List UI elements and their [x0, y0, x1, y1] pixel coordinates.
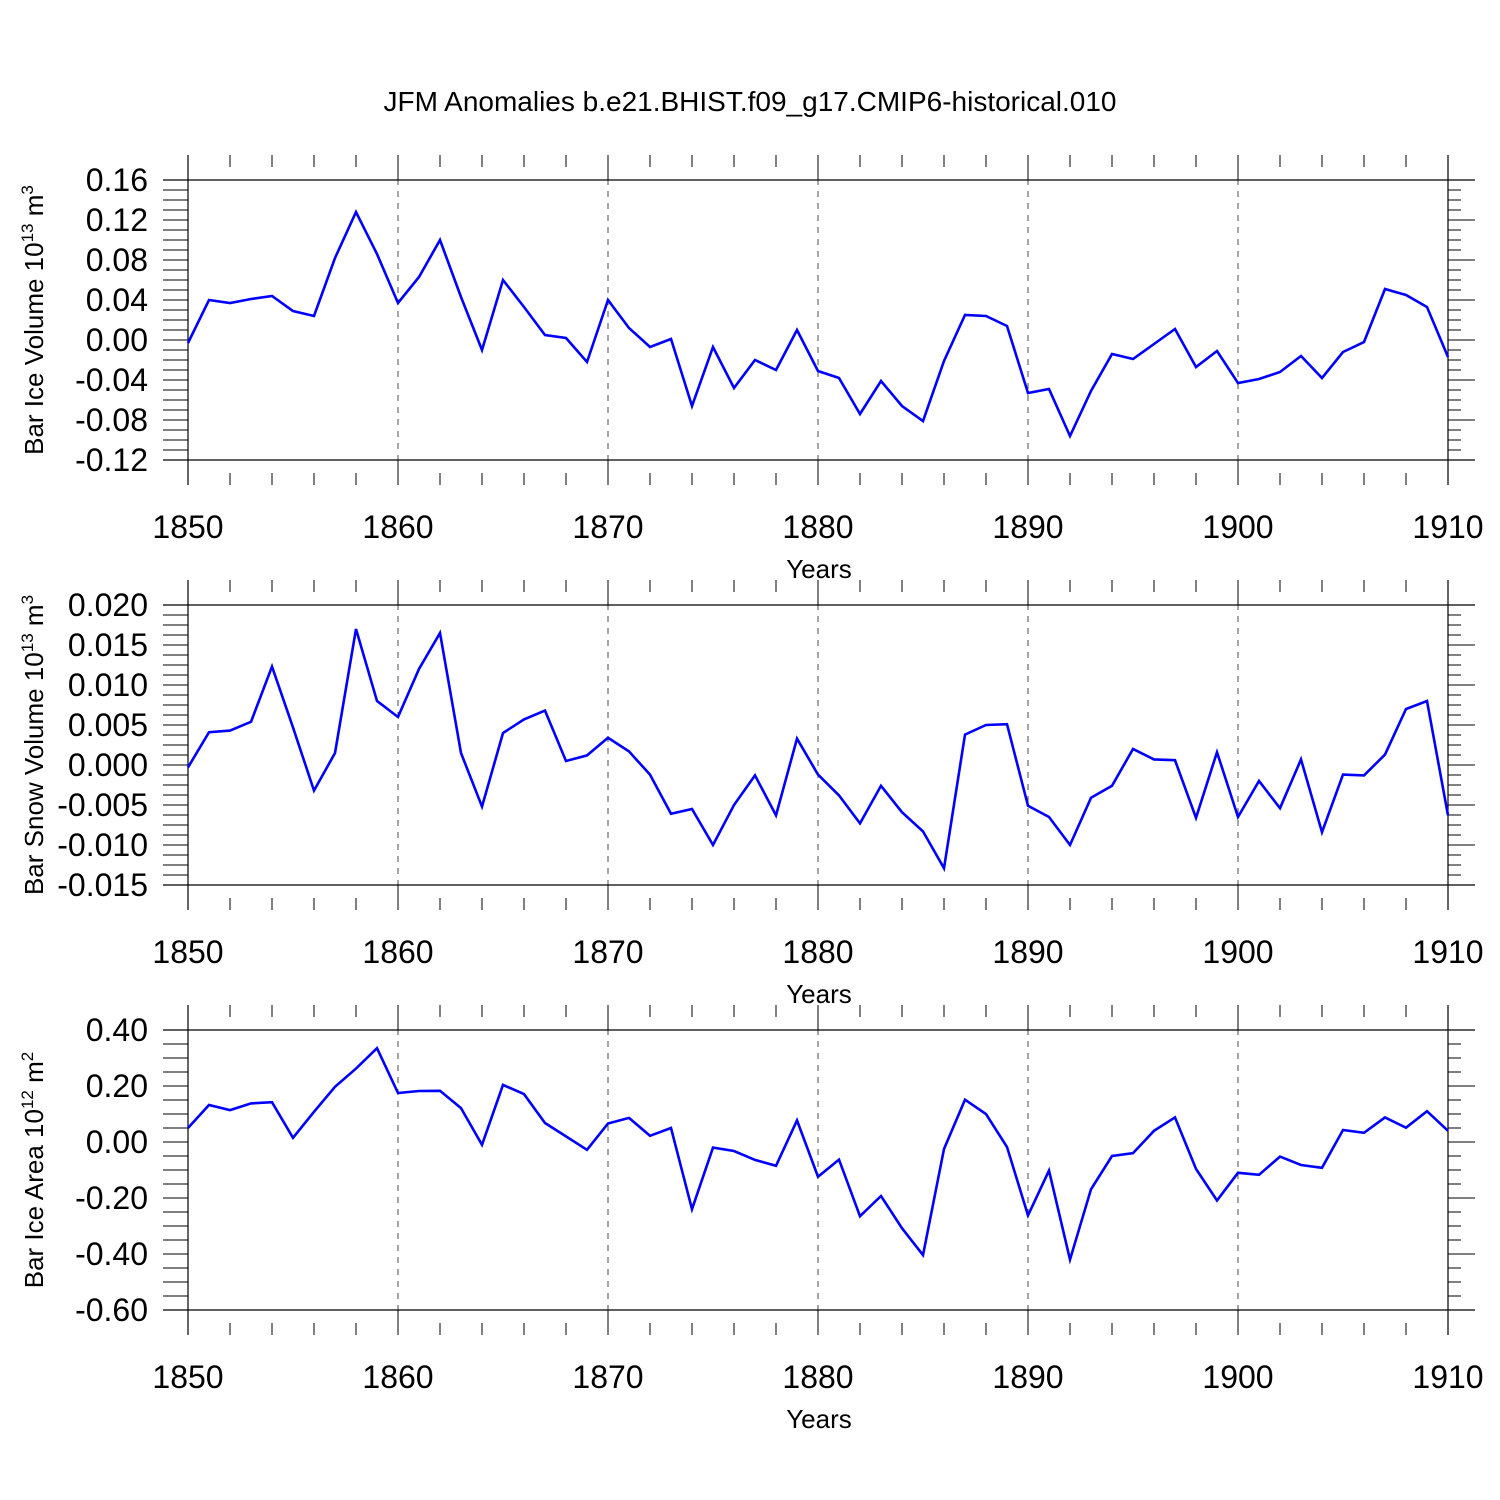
y-tick-label: 0.12 — [86, 202, 148, 238]
data-line — [186, 628, 1450, 873]
y-tick-label: 0.08 — [86, 242, 148, 278]
x-tick-label: 1880 — [782, 1359, 853, 1395]
x-tick-label: 1910 — [1412, 934, 1483, 970]
x-tick-label: 1880 — [782, 509, 853, 545]
chart-title: JFM Anomalies b.e21.BHIST.f09_g17.CMIP6-… — [383, 86, 1117, 117]
y-tick-label: 0.020 — [68, 587, 148, 623]
y-tick-label: -0.010 — [57, 827, 148, 863]
y-tick-label: 0.00 — [86, 322, 148, 358]
y-tick-label: 0.000 — [68, 747, 148, 783]
y-tick-label: -0.12 — [75, 442, 148, 478]
y-axis-label: Bar Snow Volume 1013 m3 — [18, 595, 49, 895]
x-tick-label: 1910 — [1412, 509, 1483, 545]
x-tick-label: 1870 — [572, 1359, 643, 1395]
y-tick-label: 0.005 — [68, 707, 148, 743]
x-tick-label: 1910 — [1412, 1359, 1483, 1395]
data-line — [187, 1045, 1449, 1265]
x-tick-label: 1860 — [362, 1359, 433, 1395]
x-tick-label: 1880 — [782, 934, 853, 970]
y-axis-label: Bar Ice Area 1012 m2 — [18, 1052, 49, 1289]
x-tick-label: 1850 — [152, 509, 223, 545]
x-axis-label: Years — [786, 979, 852, 1009]
y-tick-label: 0.00 — [86, 1124, 148, 1160]
y-tick-label: -0.20 — [75, 1180, 148, 1216]
y-tick-label: -0.04 — [75, 362, 148, 398]
y-axis-label: Bar Ice Volume 1013 m3 — [18, 185, 49, 455]
y-tick-label: 0.04 — [86, 282, 148, 318]
y-tick-label: 0.010 — [68, 667, 148, 703]
panel-2: 0.020 0.015 0.010 0.005 0.000 -0.005 -0.010 -0.… — [18, 580, 1484, 1009]
x-tick-label: 1850 — [152, 934, 223, 970]
y-tick-label: 0.20 — [86, 1068, 148, 1104]
y-tick-label: -0.005 — [57, 787, 148, 823]
x-tick-label: 1900 — [1202, 934, 1273, 970]
y-tick-label: -0.60 — [75, 1292, 148, 1328]
x-tick-label: 1850 — [152, 1359, 223, 1395]
x-tick-label: 1870 — [572, 934, 643, 970]
x-tick-label: 1890 — [992, 1359, 1063, 1395]
x-tick-label: 1890 — [992, 934, 1063, 970]
data-line — [186, 208, 1450, 440]
y-tick-label: -0.015 — [57, 867, 148, 903]
x-tick-label: 1870 — [572, 509, 643, 545]
y-tick-label: 0.16 — [86, 162, 148, 198]
x-tick-label: 1900 — [1202, 509, 1273, 545]
x-axis-label: Years — [786, 1404, 852, 1434]
x-tick-label: 1860 — [362, 934, 433, 970]
y-tick-label: 0.015 — [68, 627, 148, 663]
y-tick-label: -0.40 — [75, 1236, 148, 1272]
y-tick-label: 0.40 — [86, 1012, 148, 1048]
x-axis-label: Years — [786, 554, 852, 584]
x-tick-label: 1900 — [1202, 1359, 1273, 1395]
x-tick-label: 1860 — [362, 509, 433, 545]
y-tick-label: -0.08 — [75, 402, 148, 438]
x-tick-label: 1890 — [992, 509, 1063, 545]
